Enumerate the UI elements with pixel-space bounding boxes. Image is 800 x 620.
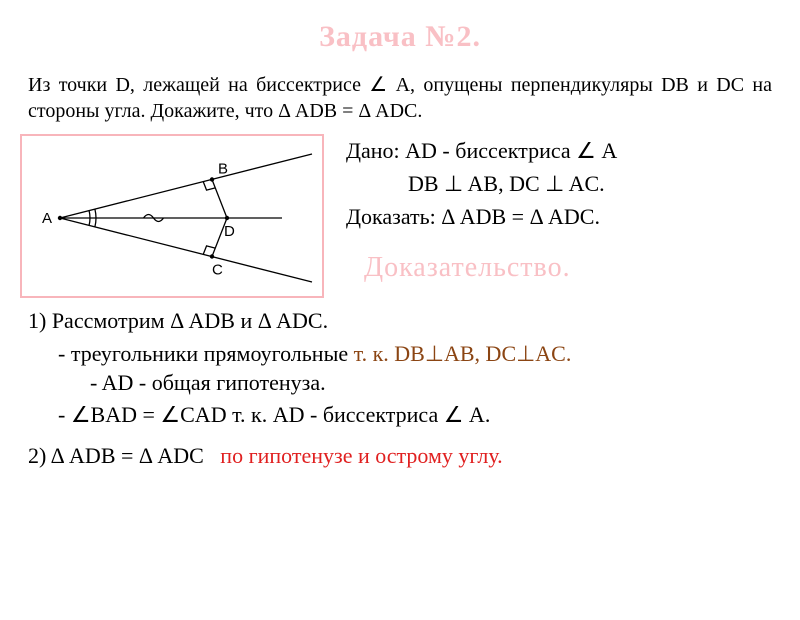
prove-line: Доказать: Δ ADB = Δ ADC. bbox=[346, 200, 617, 233]
svg-text:D: D bbox=[224, 223, 235, 240]
step1a-text: - треугольники прямоугольные bbox=[58, 341, 354, 366]
step2-reason: по гипотенузе и острому углу. bbox=[220, 443, 502, 468]
svg-text:C: C bbox=[212, 262, 223, 279]
proof-step-2: 2) Δ ADB = Δ ADC по гипотенузе и острому… bbox=[28, 441, 772, 472]
step2-text: 2) Δ ADB = Δ ADC bbox=[28, 443, 204, 468]
given-line-2: DB ⊥ AB, DC ⊥ AC. bbox=[408, 167, 617, 200]
proof-step-1c: - ∠BAD = ∠CAD т. к. AD - биссектриса ∠ А… bbox=[58, 400, 772, 431]
geometry-figure: A B C D bbox=[20, 134, 324, 298]
figure-svg: A B C D bbox=[22, 136, 322, 296]
step1a-reason: т. к. DB⊥AB, DC⊥AC. bbox=[354, 341, 572, 366]
task-title: Задача №2. bbox=[0, 20, 800, 54]
given-line-1: Дано: AD - биссектриса ∠ А bbox=[346, 134, 617, 167]
svg-text:B: B bbox=[218, 161, 228, 178]
middle-row: A B C D Дано: AD - биссектриса ∠ А DB ⊥ AB,… bbox=[20, 134, 780, 298]
proof-step-1a: - треугольники прямоугольные т. к. DB⊥AB… bbox=[58, 339, 772, 370]
proof-step-1b: - AD - общая гипотенуза. bbox=[90, 368, 772, 399]
problem-statement: Из точки D, лежащей на биссектрисе ∠ А, … bbox=[28, 72, 772, 124]
proof-step-1: 1) Рассмотрим Δ ADB и Δ ADC. bbox=[28, 306, 772, 337]
proof-header: Доказательство. bbox=[364, 247, 617, 289]
proof-body: 1) Рассмотрим Δ ADB и Δ ADC. - треугольн… bbox=[28, 306, 772, 472]
svg-text:A: A bbox=[42, 210, 52, 227]
given-block: Дано: AD - биссектриса ∠ А DB ⊥ AB, DC ⊥… bbox=[346, 134, 617, 289]
